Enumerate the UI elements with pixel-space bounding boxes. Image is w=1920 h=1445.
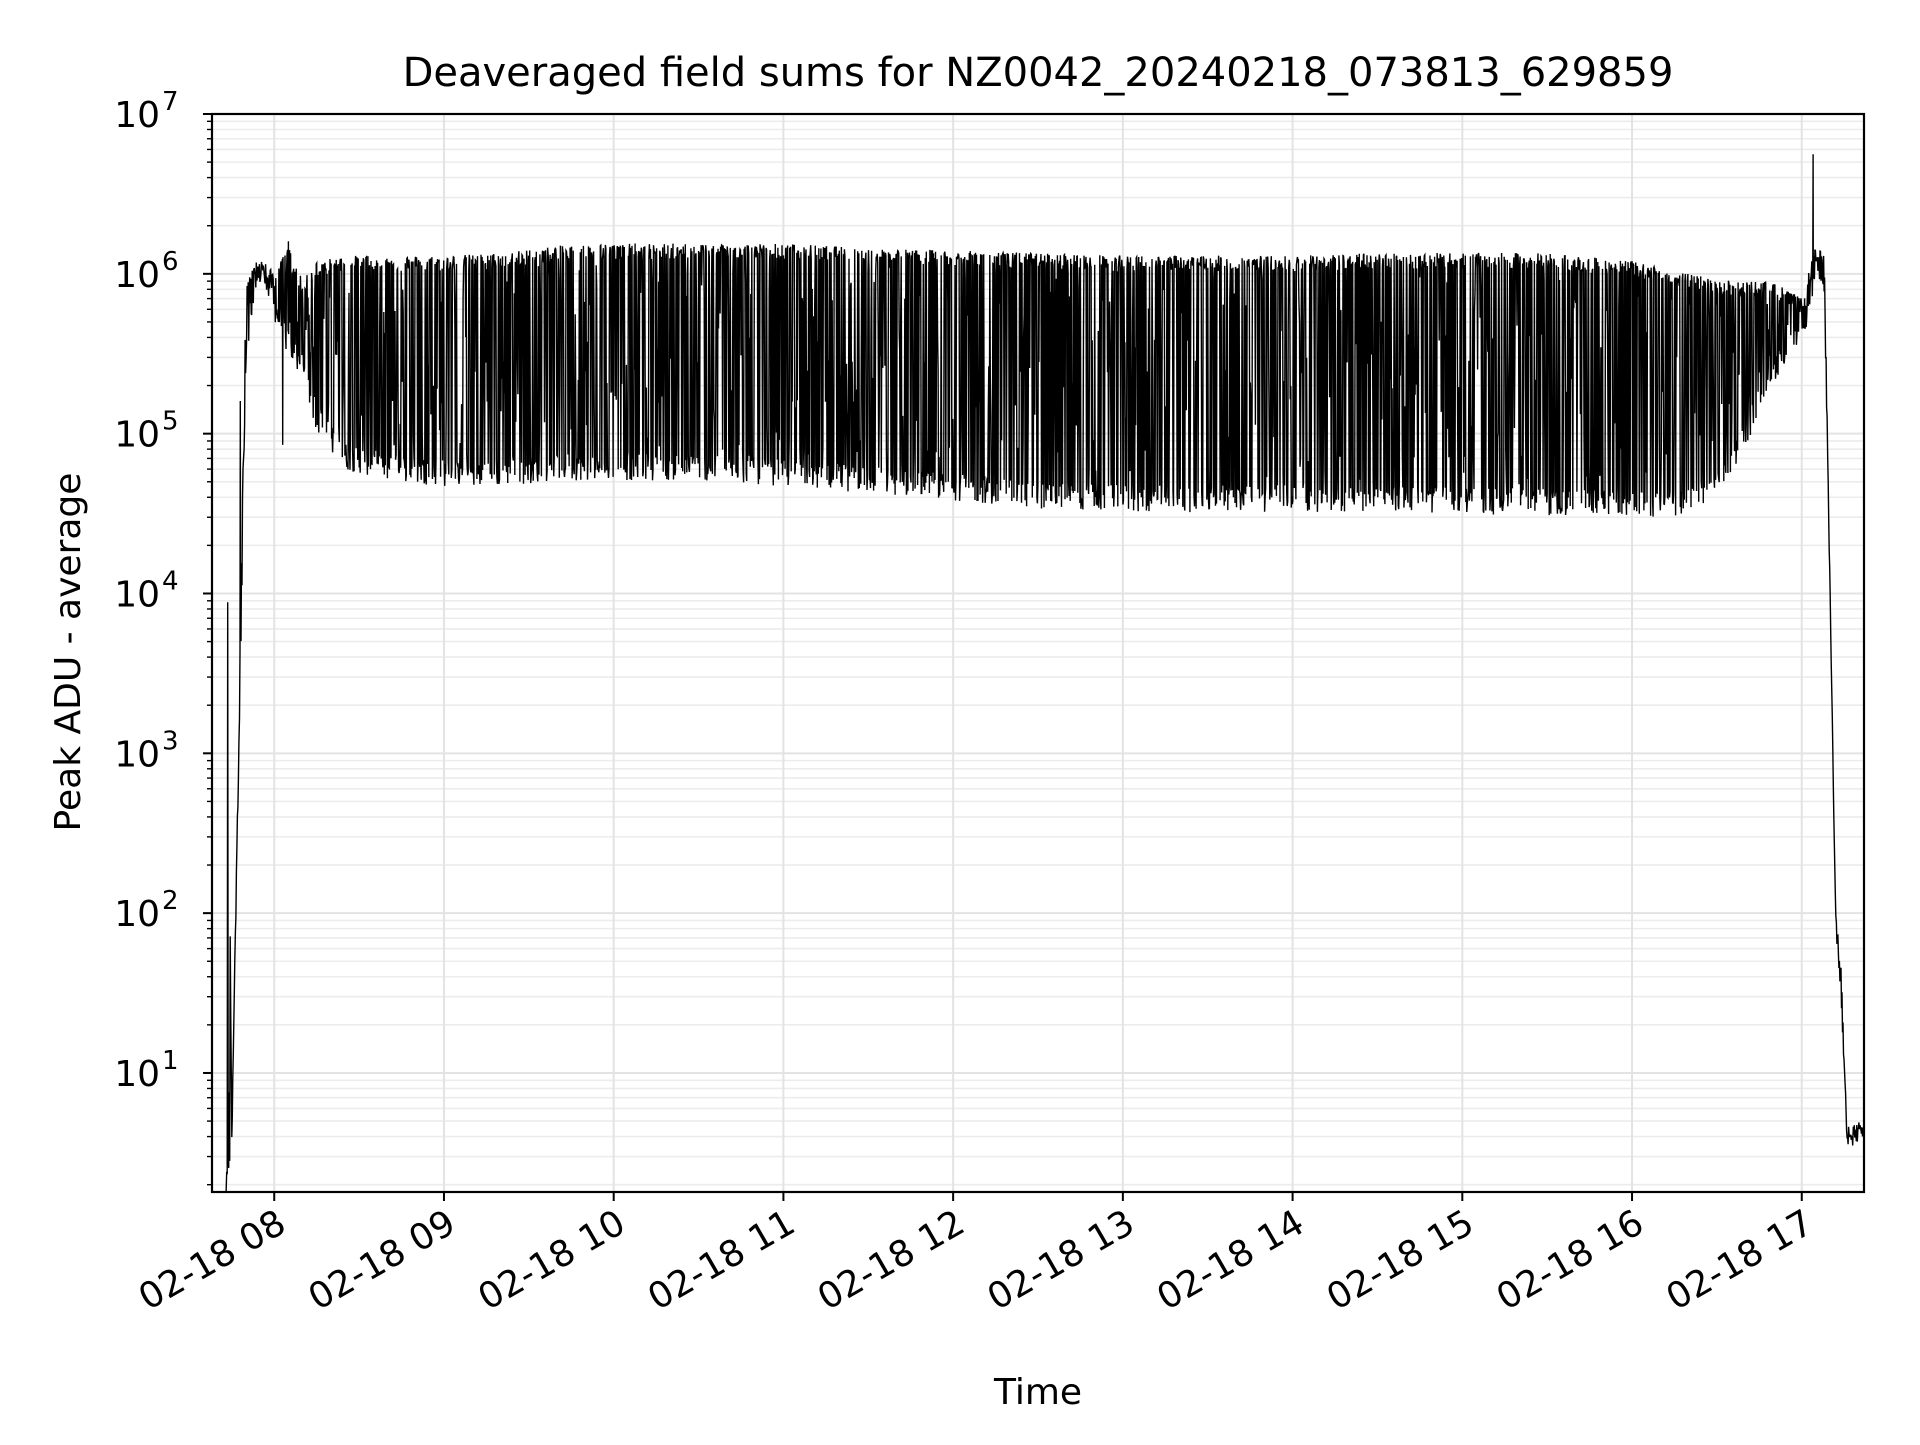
y-tick-label-exponent: 7 bbox=[162, 87, 179, 117]
y-axis-label: Peak ADU - average bbox=[48, 473, 89, 832]
plot-frame bbox=[210, 112, 1866, 1194]
series-line bbox=[225, 154, 1865, 1193]
x-tick-label: 02-18 15 bbox=[1320, 1202, 1481, 1318]
x-tick-label: 02-18 11 bbox=[641, 1202, 802, 1318]
x-tick-label: 02-18 13 bbox=[981, 1202, 1142, 1318]
y-tick-label-exponent: 2 bbox=[162, 886, 179, 916]
tick-layer bbox=[203, 113, 1803, 1201]
y-tick-label: 10 bbox=[114, 574, 160, 615]
x-axis-label: Time bbox=[993, 1372, 1082, 1413]
x-tick-label: 02-18 16 bbox=[1490, 1202, 1651, 1318]
x-tick-label: 02-18 09 bbox=[302, 1202, 463, 1318]
x-tick-label: 02-18 12 bbox=[811, 1202, 972, 1318]
y-tick-label-exponent: 5 bbox=[162, 407, 179, 437]
chart-title: Deaveraged field sums for NZ0042_2024021… bbox=[403, 50, 1674, 96]
series-layer bbox=[225, 154, 1865, 1193]
x-tick-label: 02-18 17 bbox=[1660, 1202, 1821, 1318]
y-tick-label-exponent: 6 bbox=[162, 247, 179, 277]
y-tick-label-exponent: 1 bbox=[162, 1046, 179, 1076]
y-tick-label-exponent: 4 bbox=[162, 566, 179, 596]
x-tick-label: 02-18 08 bbox=[132, 1202, 293, 1318]
y-tick-label: 10 bbox=[114, 1054, 160, 1095]
y-tick-label-exponent: 3 bbox=[162, 726, 179, 756]
y-tick-label: 10 bbox=[114, 415, 160, 456]
y-tick-label: 10 bbox=[114, 894, 160, 935]
y-tick-label: 10 bbox=[114, 95, 160, 136]
y-tick-label: 10 bbox=[114, 255, 160, 296]
x-tick-label: 02-18 14 bbox=[1150, 1202, 1311, 1318]
x-tick-label: 02-18 10 bbox=[472, 1202, 633, 1318]
y-tick-label: 10 bbox=[114, 734, 160, 775]
